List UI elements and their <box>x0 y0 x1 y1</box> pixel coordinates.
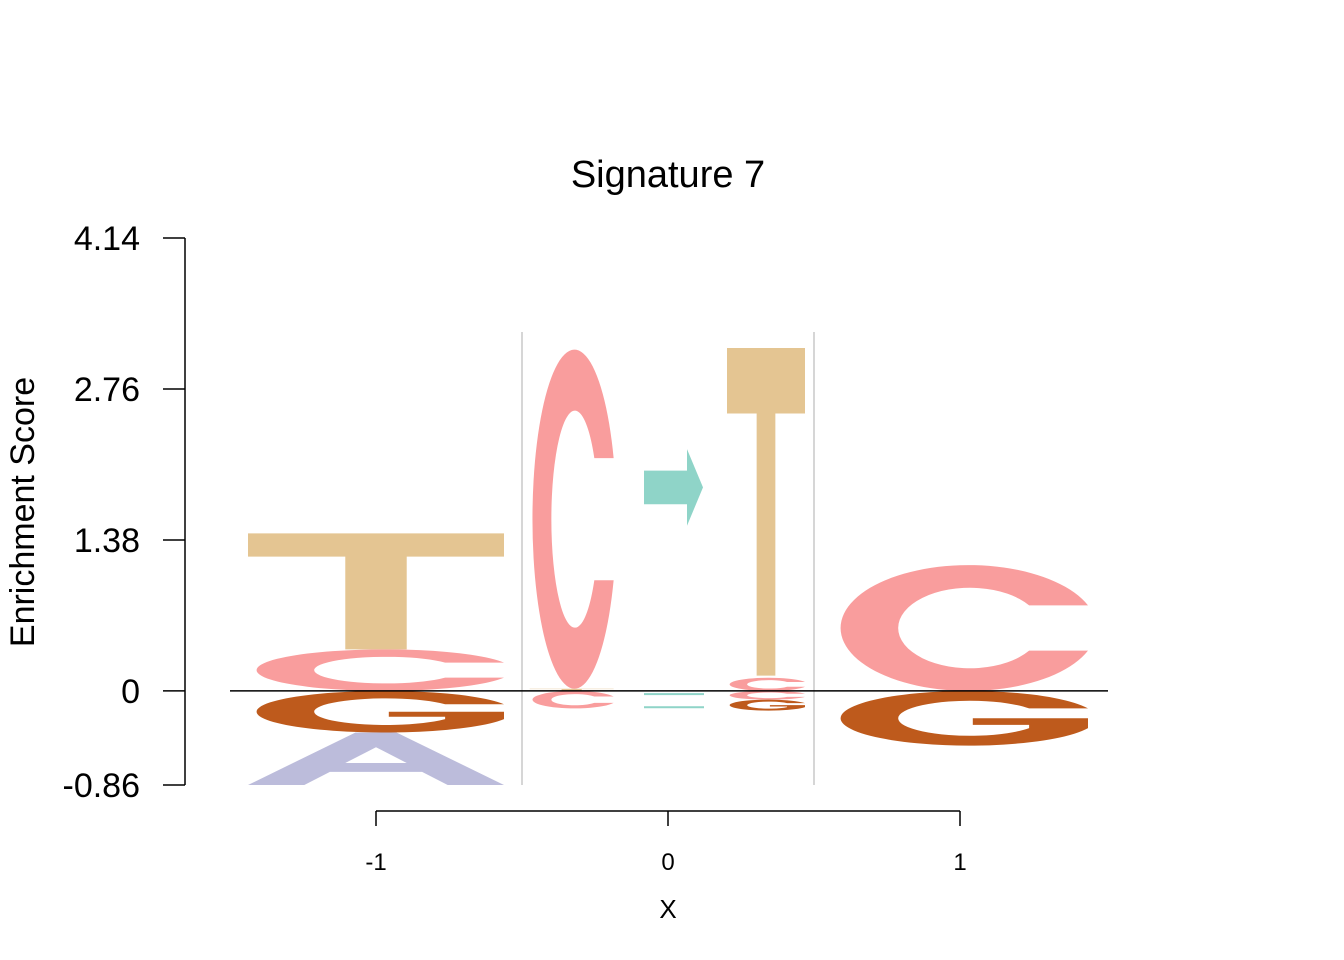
x-tick-label: 1 <box>953 849 966 876</box>
y-tick-label: 2.76 <box>74 371 140 409</box>
mutation-column <box>644 348 805 711</box>
y-axis: 4.14 2.76 1.38 0 -0.86 <box>63 220 186 805</box>
mutation-neg-letter-G <box>729 699 805 711</box>
x-axis-label: X <box>659 894 676 924</box>
x-tick-label: -1 <box>365 849 386 876</box>
logo-letter-G <box>256 690 504 733</box>
logo-letter-A <box>248 732 504 785</box>
logo-letter-C <box>532 349 614 689</box>
y-axis-label: Enrichment Score <box>4 377 42 647</box>
y-tick-label: 0 <box>121 673 140 711</box>
logo-letter-C <box>532 690 614 709</box>
mutation-neg-letter-C <box>729 690 805 700</box>
logo-letter-G <box>840 690 1088 746</box>
logo-letter-C <box>256 649 504 691</box>
chart-title: Signature 7 <box>571 154 765 196</box>
mutation-alt-letter-C <box>729 677 805 691</box>
y-tick-label: -0.86 <box>63 767 141 805</box>
x-axis: -1 0 1 <box>365 810 967 876</box>
logo-letter-T <box>248 533 504 650</box>
y-tick-label: 1.38 <box>74 522 140 560</box>
mutation-arrow-neg <box>644 693 704 696</box>
logo-letters <box>248 349 1088 785</box>
mutation-arrow <box>644 449 703 526</box>
position-separators <box>521 332 815 785</box>
mutation-arrow-neg <box>644 706 704 709</box>
mutation-alt-letter-T <box>727 348 805 676</box>
x-tick-label: 0 <box>661 849 674 876</box>
y-tick-label: 4.14 <box>74 220 140 258</box>
logo-letter-C <box>840 565 1088 691</box>
logo-letter-T <box>529 688 614 691</box>
